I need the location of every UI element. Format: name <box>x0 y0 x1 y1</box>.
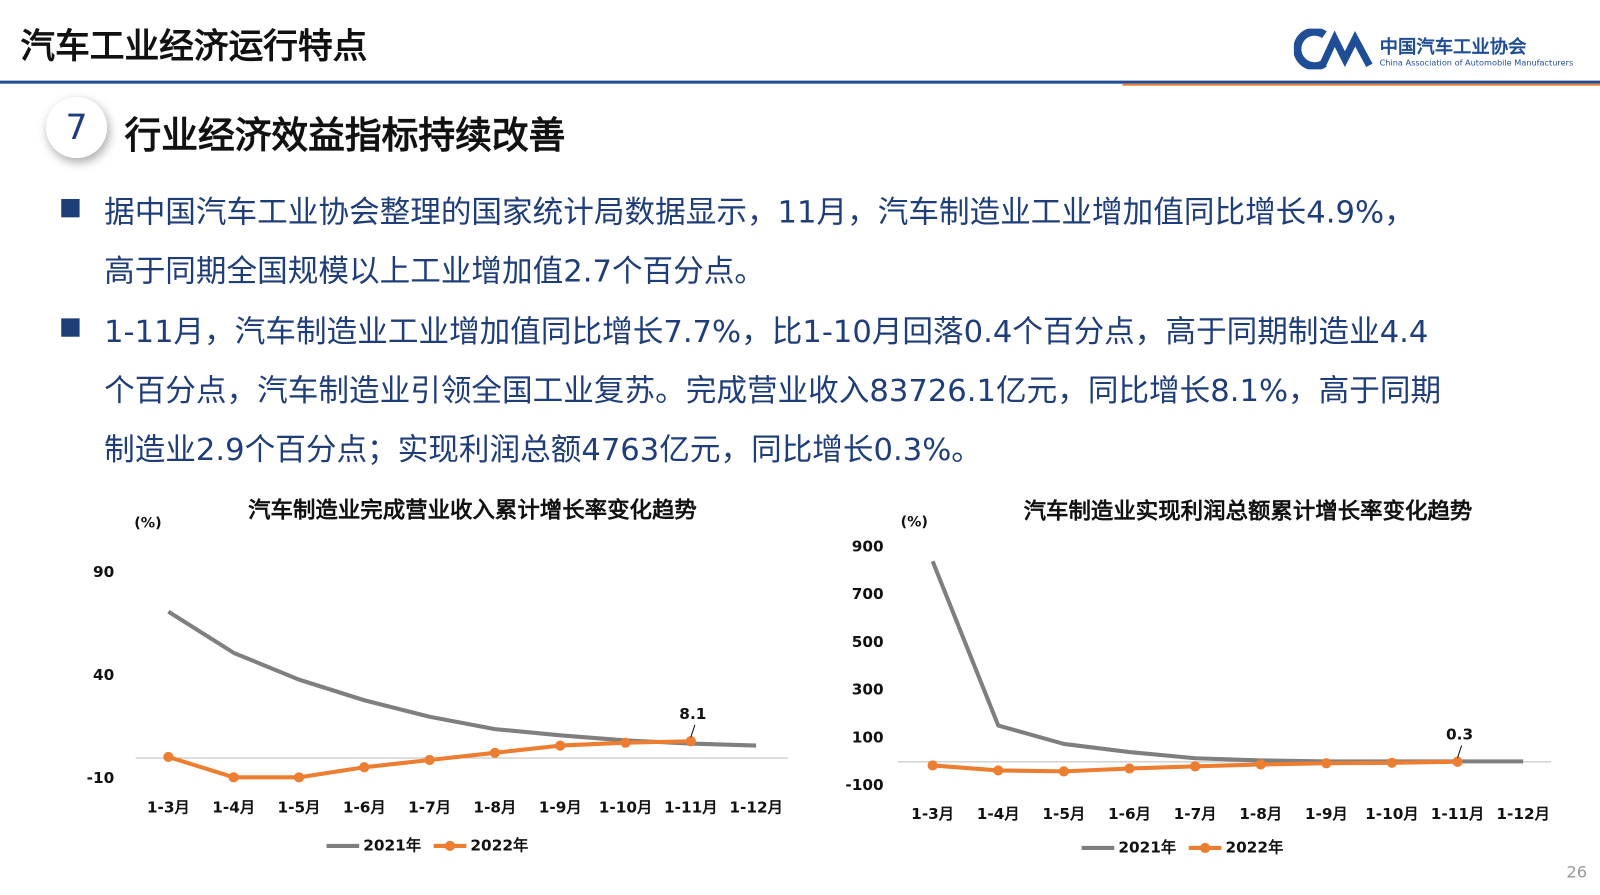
data-label: 0.3 <box>1446 726 1473 744</box>
point-marker <box>1386 757 1398 768</box>
point-marker <box>1058 766 1069 777</box>
section-number: 7 <box>45 96 108 159</box>
x-tick-label: 1-10月 <box>599 799 653 817</box>
logo-english: China Association of Automobile Manufact… <box>1379 58 1574 68</box>
point-marker <box>1452 756 1463 767</box>
page-number: 26 <box>1566 862 1588 882</box>
x-tick-label: 1-8月 <box>1239 805 1282 823</box>
x-tick-label: 1-11月 <box>664 799 718 817</box>
point-marker <box>228 772 239 783</box>
x-tick-label: 1-9月 <box>1305 805 1348 823</box>
y-tick-label: 700 <box>852 585 884 603</box>
legend-label: 2021年 <box>363 836 421 854</box>
y-axis-label: (%) <box>134 515 161 531</box>
logo-name: 中国汽车工业协会 <box>1379 36 1527 59</box>
x-tick-label: 1-4月 <box>977 805 1020 823</box>
legend-marker <box>444 840 456 852</box>
bullet-marker <box>61 318 80 337</box>
y-tick-label: 500 <box>852 633 884 651</box>
y-tick-label: -100 <box>845 776 883 794</box>
x-tick-label: 1-3月 <box>911 805 954 823</box>
chart-title: 汽车制造业完成营业收入累计增长率变化趋势 <box>248 497 697 524</box>
legend-label: 2021年 <box>1118 838 1176 856</box>
x-tick-label: 1-7月 <box>408 799 451 817</box>
legend-label: 2022年 <box>470 836 528 854</box>
point-marker <box>685 736 696 747</box>
series-line <box>167 609 757 748</box>
y-axis-label: (%) <box>901 514 928 530</box>
point-marker <box>620 737 631 748</box>
y-tick-label: 300 <box>852 681 884 699</box>
x-tick-label: 1-9月 <box>539 799 582 817</box>
y-tick-label: 100 <box>852 728 884 746</box>
point-marker <box>163 751 174 763</box>
point-marker <box>293 772 305 783</box>
x-tick-label: 1-11月 <box>1431 805 1485 823</box>
bullet-line: 1-11月，汽车制造业工业增加值同比增长7.7%，比1-10月回落0.4个百分点… <box>104 314 1429 350</box>
label-leader <box>1457 745 1463 758</box>
section-title: 行业经济效益指标持续改善 <box>124 115 566 158</box>
x-tick-label: 1-12月 <box>1496 805 1550 823</box>
x-tick-label: 1-3月 <box>147 799 190 817</box>
bullet-line: 个百分点，汽车制造业引领全国工业复苏。完成营业收入83726.1亿元，同比增长8… <box>104 373 1442 410</box>
x-tick-label: 1-6月 <box>1108 805 1151 823</box>
series-line <box>930 560 1524 764</box>
header-rule <box>0 80 1600 84</box>
header-title: 汽车工业经济运行特点 <box>20 26 368 68</box>
bullet-marker <box>61 198 80 218</box>
x-tick-label: 1-6月 <box>343 799 386 817</box>
x-tick-label: 1-4月 <box>212 799 255 817</box>
data-label: 8.1 <box>679 705 706 723</box>
legend-marker <box>1199 842 1211 854</box>
y-tick-label: 900 <box>852 537 884 555</box>
x-tick-label: 1-5月 <box>1042 805 1085 823</box>
logo-icon <box>1293 28 1373 70</box>
point-marker <box>555 740 566 751</box>
legend-label: 2022年 <box>1226 838 1284 856</box>
point-marker <box>1255 759 1266 770</box>
point-marker <box>1189 761 1201 772</box>
y-tick-label: 90 <box>93 563 114 581</box>
point-marker <box>489 747 500 758</box>
bullet-line: 高于同期全国规模以上工业增加值2.7个百分点。 <box>104 254 766 290</box>
x-tick-label: 1-12月 <box>729 799 783 817</box>
x-tick-label: 1-7月 <box>1174 805 1217 823</box>
x-tick-label: 1-8月 <box>473 799 516 817</box>
x-tick-label: 1-5月 <box>278 799 321 817</box>
bullet-line: 制造业2.9个百分点；实现利润总额4763亿元，同比增长0.3%。 <box>104 432 982 469</box>
point-marker <box>993 765 1004 776</box>
chart-title: 汽车制造业实现利润总额累计增长率变化趋势 <box>1024 498 1473 525</box>
bullet-line: 据中国汽车工业协会整理的国家统计局数据显示，11月，汽车制造业工业增加值同比增长… <box>104 194 1415 231</box>
label-leader <box>690 724 696 738</box>
point-marker <box>1124 763 1135 774</box>
x-tick-label: 1-10月 <box>1365 805 1419 823</box>
point-marker <box>927 760 938 771</box>
point-marker <box>359 762 370 773</box>
y-tick-label: -10 <box>87 769 115 787</box>
point-marker <box>1321 758 1332 769</box>
point-marker <box>424 754 435 766</box>
header-accent <box>1122 83 1600 86</box>
y-tick-label: 40 <box>93 666 114 684</box>
